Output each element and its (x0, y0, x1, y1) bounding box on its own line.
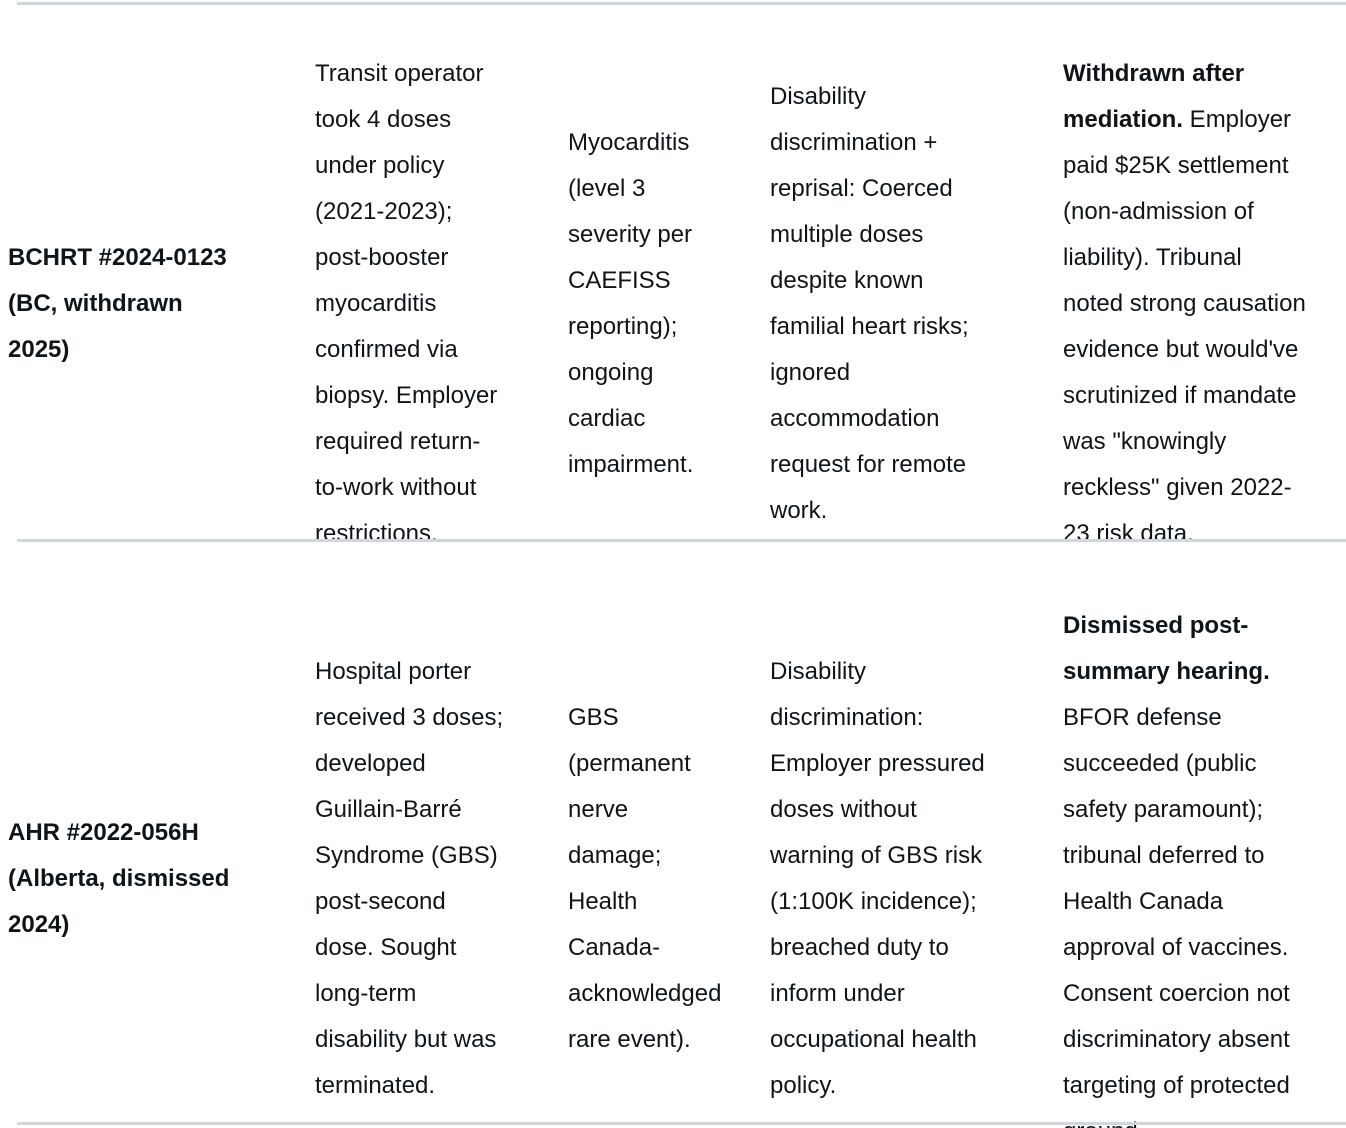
case-id-text: BCHRT #2024-0123 (BC, withdrawn 2025) (8, 244, 227, 363)
table-row: AHR #2022-056H (Alberta, dismissed 2024)… (0, 557, 1346, 1128)
table-bottom-border (17, 1122, 1346, 1125)
facts-text: Transit operator took 4 doses under poli… (315, 60, 498, 547)
case-id-cell: BCHRT #2024-0123 (BC, withdrawn 2025) (0, 5, 307, 557)
case-id-cell: AHR #2022-056H (Alberta, dismissed 2024) (0, 557, 307, 1128)
table-row-divider (17, 539, 1346, 542)
facts-cell: Transit operator took 4 doses under poli… (307, 5, 552, 557)
outcome-cell: Dismissed post- summary hearing. BFOR de… (1047, 557, 1346, 1128)
claim-text: Disability discrimination: Employer pres… (770, 658, 985, 1099)
outcome-rest-text: Employer paid $25K settlement (non-admis… (1063, 106, 1306, 547)
outcome-lead-text: Dismissed post- summary hearing. (1063, 612, 1270, 685)
claim-cell: Disability discrimination + reprisal: Co… (760, 5, 1047, 557)
injury-text: GBS (permanent nerve damage; Health Cana… (568, 704, 722, 1053)
facts-text: Hospital porter received 3 doses; develo… (315, 658, 504, 1099)
injury-cell: Myocarditis (level 3 severity per CAEFIS… (552, 5, 760, 557)
table-row: BCHRT #2024-0123 (BC, withdrawn 2025) Tr… (0, 5, 1346, 557)
claim-cell: Disability discrimination: Employer pres… (760, 557, 1047, 1128)
facts-cell: Hospital porter received 3 doses; develo… (307, 557, 552, 1128)
outcome-lead-text: Withdrawn after mediation. (1063, 60, 1245, 133)
case-id-text: AHR #2022-056H (Alberta, dismissed 2024) (8, 819, 230, 938)
claim-text: Disability discrimination + reprisal: Co… (770, 83, 969, 524)
table-top-border (17, 2, 1346, 5)
case-table: BCHRT #2024-0123 (BC, withdrawn 2025) Tr… (0, 5, 1346, 1128)
injury-text: Myocarditis (level 3 severity per CAEFIS… (568, 129, 694, 478)
outcome-rest-text: BFOR defense succeeded (public safety pa… (1063, 704, 1290, 1128)
injury-cell: GBS (permanent nerve damage; Health Cana… (552, 557, 760, 1128)
outcome-cell: Withdrawn after mediation. Employer paid… (1047, 5, 1346, 557)
